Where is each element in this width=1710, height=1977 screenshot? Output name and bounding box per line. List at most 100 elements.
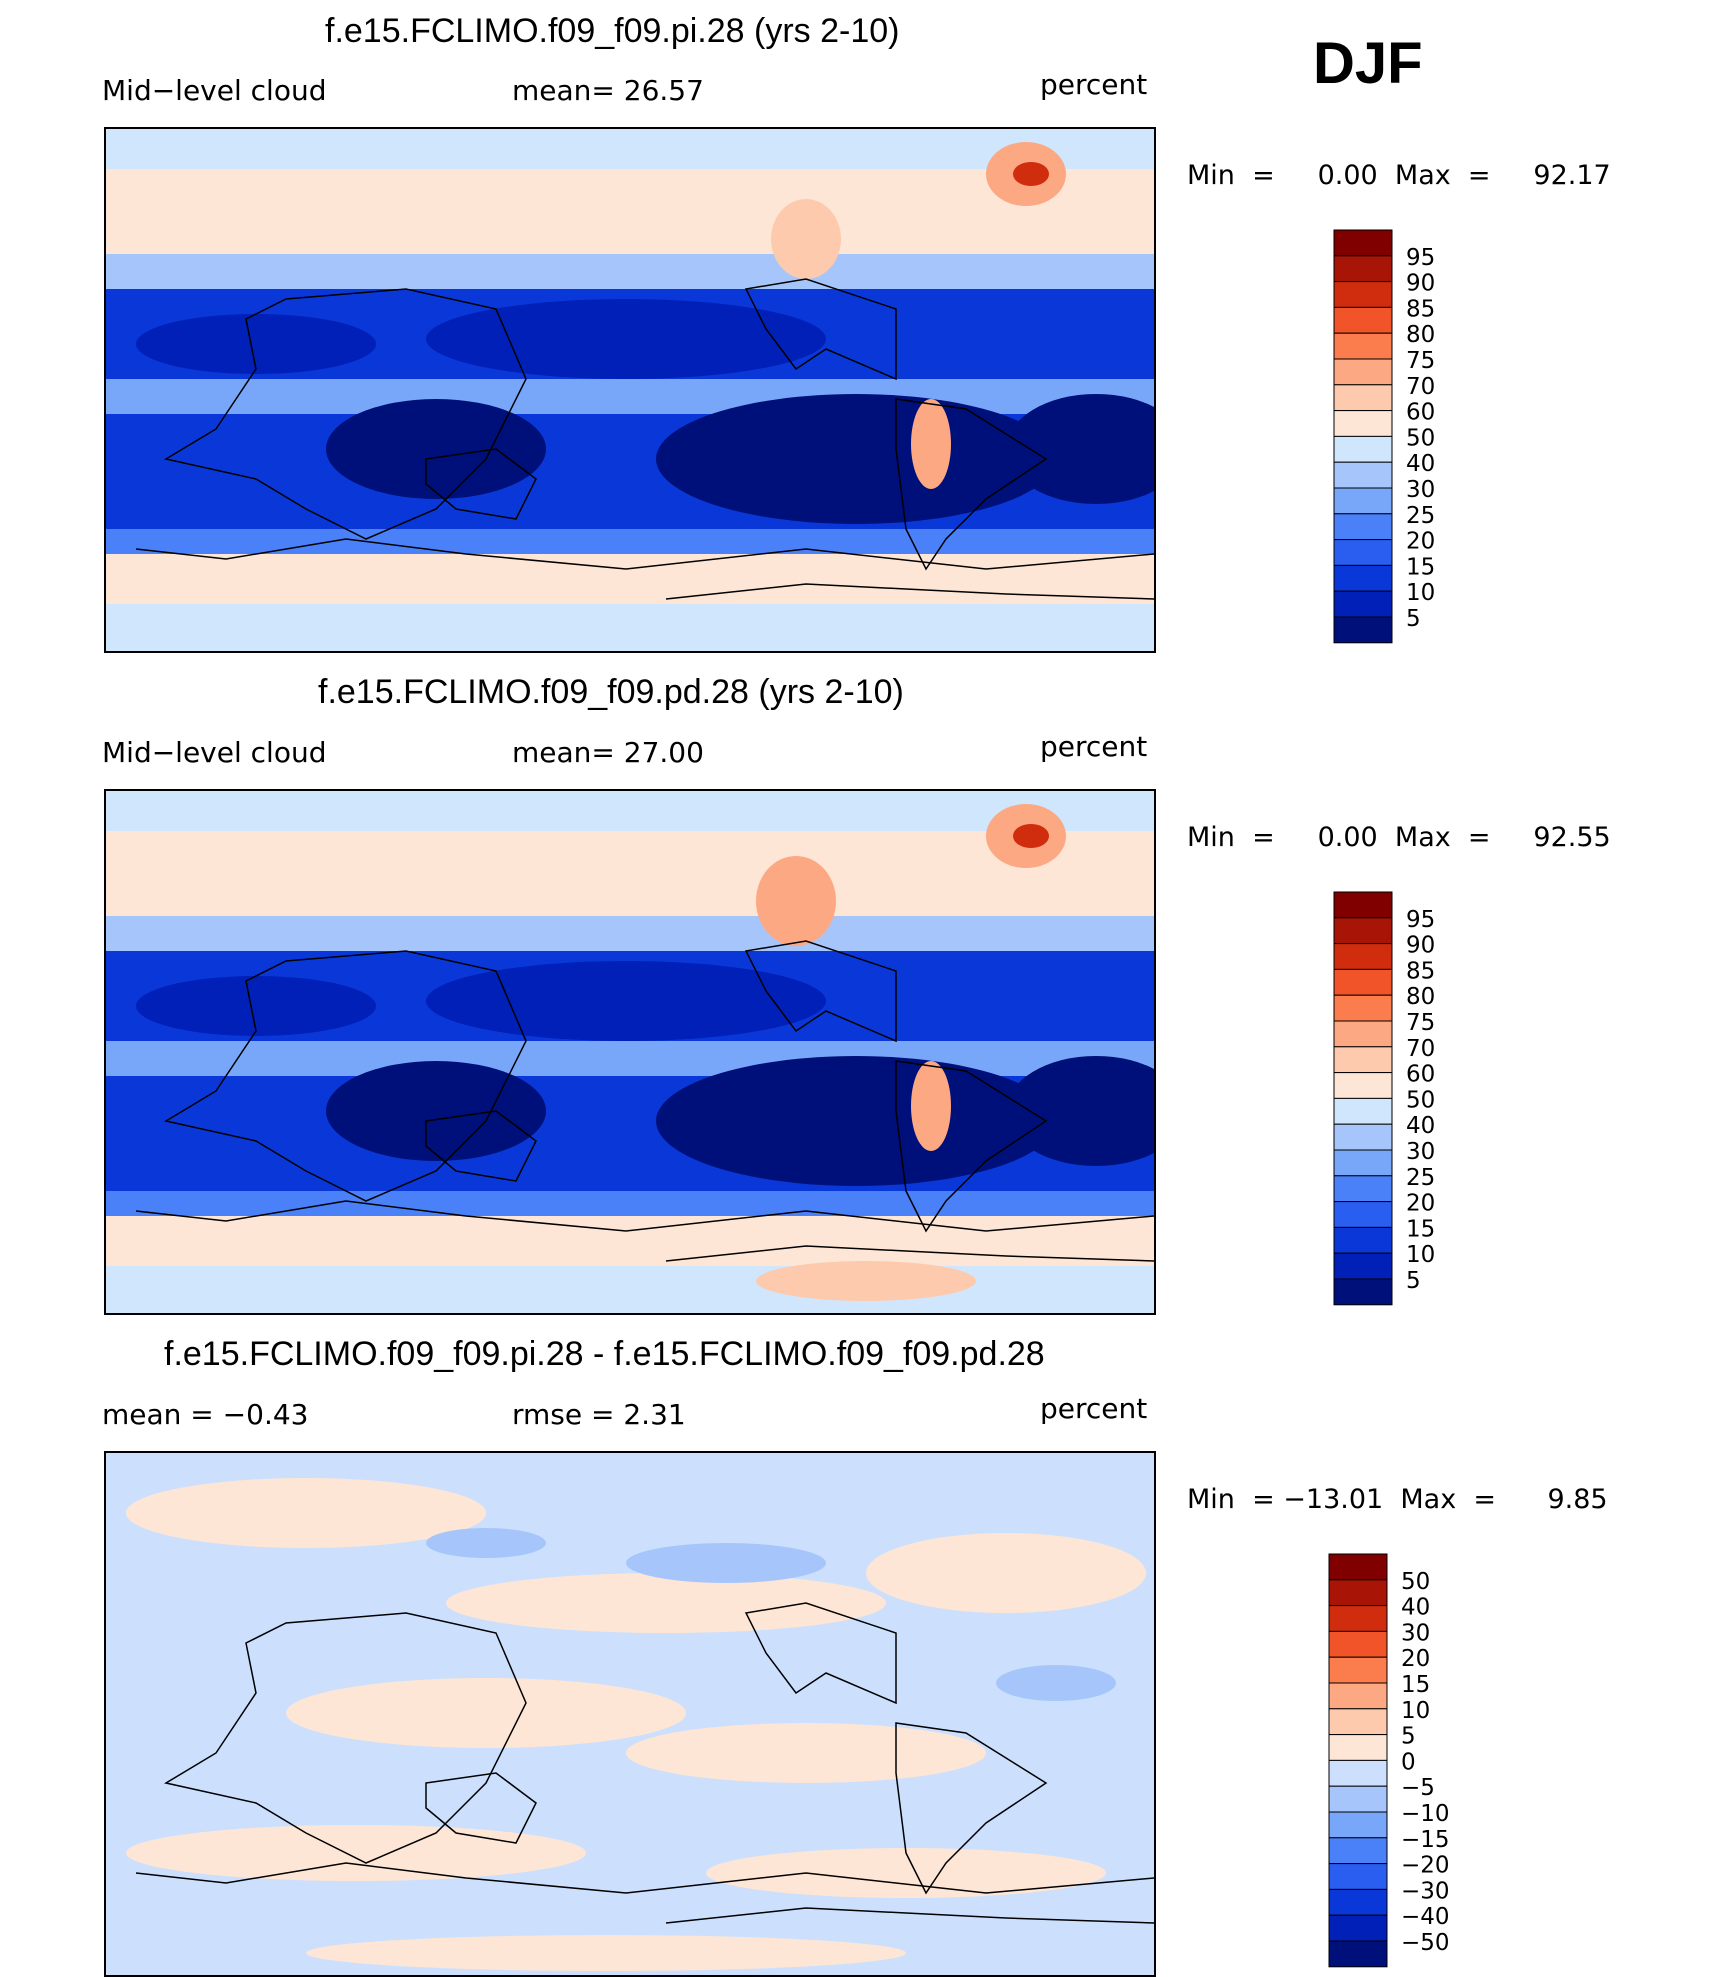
colorbar-swatch xyxy=(1333,1252,1393,1280)
colorbar-tick-label: 60 xyxy=(1406,400,1435,426)
colorbar-swatch xyxy=(1328,1708,1388,1736)
colorbar-swatch xyxy=(1333,1226,1393,1254)
panel-1-mean-label: mean= 26.57 xyxy=(512,74,704,107)
greenland-max xyxy=(1013,824,1049,848)
colorbar-swatch xyxy=(1333,564,1393,592)
colorbar-tick-label: −5 xyxy=(1401,1775,1435,1801)
colorbar-tick-label: −20 xyxy=(1401,1853,1450,1879)
north-america-coastline xyxy=(744,1602,897,1705)
north-pacific-minimum xyxy=(426,961,826,1041)
panel-3-title: f.e15.FCLIMO.f09_f09.pi.28 - f.e15.FCLIM… xyxy=(164,1335,1045,1373)
colorbar-swatch xyxy=(1333,281,1393,308)
colorbar-tick-label: 85 xyxy=(1406,296,1435,322)
season-label: DJF xyxy=(1313,31,1423,96)
andes-high xyxy=(911,1061,951,1151)
colorbar-swatch xyxy=(1328,1734,1388,1761)
colorbar-tick-label: 50 xyxy=(1406,425,1435,451)
south-america-coastline xyxy=(895,398,1048,571)
southeast-pacific-minimum xyxy=(656,1056,1056,1186)
colorbar-swatch xyxy=(1328,1579,1388,1607)
south-atlantic-minimum xyxy=(1006,394,1154,504)
colorbar-tick-label: 10 xyxy=(1401,1698,1430,1724)
colorbar-tick-label: 15 xyxy=(1406,554,1435,580)
andes-high xyxy=(911,399,951,489)
antarctic-field xyxy=(106,604,1154,651)
australia-coastline xyxy=(425,448,537,520)
colorbar-tick-label: 95 xyxy=(1406,907,1435,933)
negative-patch xyxy=(996,1665,1116,1701)
australia-coastline xyxy=(425,1110,537,1182)
colorbar-swatch xyxy=(1333,943,1393,970)
colorbar-tick-label: 20 xyxy=(1401,1646,1430,1672)
south-america-coastline xyxy=(895,1722,1048,1895)
colorbar-swatch xyxy=(1328,1605,1388,1632)
colorbar-tick-label: 90 xyxy=(1406,933,1435,959)
rockies-high xyxy=(771,199,841,279)
colorbar-swatch xyxy=(1333,487,1393,515)
colorbar-tick-label: 75 xyxy=(1406,1010,1435,1036)
positive-patch xyxy=(306,1935,906,1971)
colorbar-tick-label: 5 xyxy=(1401,1724,1416,1750)
colorbar-swatch xyxy=(1328,1785,1388,1813)
old-world-coastline xyxy=(164,288,527,540)
colorbar-swatch xyxy=(1333,1278,1393,1306)
colorbar-swatch xyxy=(1333,616,1393,644)
positive-patch xyxy=(706,1848,1106,1898)
old-world-coastline xyxy=(164,1612,527,1864)
colorbar-tick-label: 30 xyxy=(1406,477,1435,503)
colorbar-swatch xyxy=(1333,332,1393,360)
negative-patch xyxy=(426,1528,546,1558)
colorbar-swatch xyxy=(1333,917,1393,945)
colorbar-swatch xyxy=(1333,1072,1393,1099)
positive-patch xyxy=(446,1573,886,1633)
colorbar-tick-label: 75 xyxy=(1406,348,1435,374)
colorbar-tick-label: 20 xyxy=(1406,1191,1435,1217)
panel-2-min-max: Min = 0.00 Max = 92.55 xyxy=(1187,822,1611,853)
northern-cloud-band xyxy=(106,831,1154,926)
indian-ocean-minimum xyxy=(326,1061,546,1161)
north-america-coastline xyxy=(744,278,897,381)
colorbar-swatch xyxy=(1328,1888,1388,1916)
colorbar-swatch xyxy=(1333,994,1393,1022)
colorbar-swatch xyxy=(1333,590,1393,618)
antarctic-coastline-east xyxy=(665,1907,1154,1924)
colorbar-swatch xyxy=(1333,410,1393,437)
colorbar-swatch xyxy=(1333,1175,1393,1203)
colorbar-swatch xyxy=(1333,229,1393,257)
panel-3-min-max: Min = −13.01 Max = 9.85 xyxy=(1187,1484,1608,1515)
panel-1-min-max: Min = 0.00 Max = 92.17 xyxy=(1187,160,1611,191)
colorbar-swatch xyxy=(1328,1630,1388,1658)
north-atlantic-minimum xyxy=(136,314,376,374)
panel-2-title: f.e15.FCLIMO.f09_f09.pd.28 (yrs 2-10) xyxy=(318,673,904,711)
panel-2-mean-label: mean= 27.00 xyxy=(512,736,704,769)
colorbar-swatch xyxy=(1333,1046,1393,1074)
panel-1-map xyxy=(104,127,1156,653)
southern-ocean-band xyxy=(106,554,1154,604)
colorbar-tick-label: 25 xyxy=(1406,1165,1435,1191)
colorbar-tick-label: 20 xyxy=(1406,529,1435,555)
colorbar-swatch xyxy=(1328,1940,1388,1968)
panel-3-rmse-label: rmse = 2.31 xyxy=(512,1398,686,1431)
panel-2-units-label: percent xyxy=(1040,730,1148,763)
colorbar-tick-label: −10 xyxy=(1401,1801,1450,1827)
colorbar-swatch xyxy=(1328,1837,1388,1865)
colorbar-tick-label: 25 xyxy=(1406,503,1435,529)
antarctic-peninsula-high xyxy=(756,1261,976,1301)
old-world-coastline xyxy=(164,950,527,1202)
colorbar-tick-label: 10 xyxy=(1406,580,1435,606)
colorbar-swatch xyxy=(1333,358,1393,386)
north-america-coastline xyxy=(744,940,897,1043)
northern-cloud-band xyxy=(106,169,1154,264)
panel-3-mean-label: mean = −0.43 xyxy=(102,1398,309,1431)
colorbar-tick-label: −15 xyxy=(1401,1827,1450,1853)
southeast-pacific-minimum xyxy=(656,394,1056,524)
colorbar-tick-label: −50 xyxy=(1401,1930,1450,1956)
south-america-coastline xyxy=(895,1060,1048,1233)
south-atlantic-minimum xyxy=(1006,1056,1154,1166)
antarctic-coastline xyxy=(135,1862,1154,1894)
panel-3-map xyxy=(104,1451,1156,1977)
colorbar-tick-label: 50 xyxy=(1401,1569,1430,1595)
